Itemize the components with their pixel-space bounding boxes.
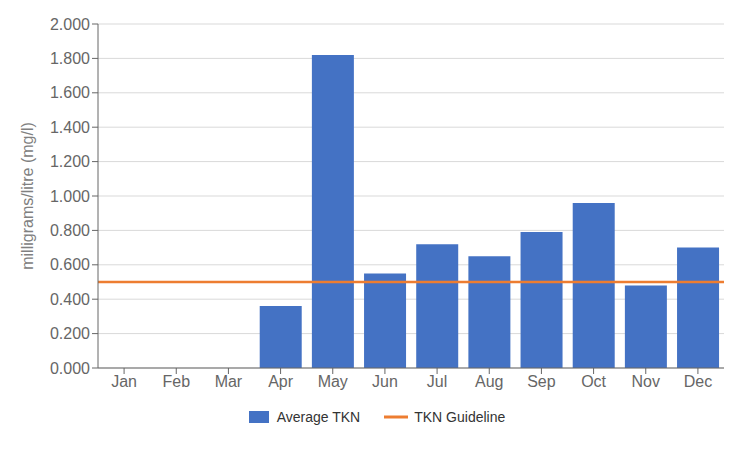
svg-text:Aug: Aug (475, 373, 503, 390)
svg-text:1.800: 1.800 (50, 50, 90, 67)
svg-text:Jul: Jul (427, 373, 447, 390)
svg-text:Dec: Dec (684, 373, 712, 390)
svg-text:Sep: Sep (527, 373, 556, 390)
svg-text:1.600: 1.600 (50, 84, 90, 101)
html-text:TKN Guideline: TKN Guideline (414, 409, 506, 425)
svg-text:Nov: Nov (632, 373, 660, 390)
svg-text:0.400: 0.400 (50, 291, 90, 308)
svg-text:Mar: Mar (215, 373, 243, 390)
svg-text:1.400: 1.400 (50, 119, 90, 136)
html-text:Average TKN: Average TKN (276, 409, 361, 425)
svg-text:Jun: Jun (372, 373, 398, 390)
svg-text:Apr: Apr (268, 373, 294, 390)
svg-text:0.600: 0.600 (50, 256, 90, 273)
svg-text:2.000: 2.000 (50, 16, 90, 33)
svg-text:0.200: 0.200 (50, 325, 90, 342)
svg-text:Feb: Feb (162, 373, 190, 390)
svg-text:milligrams/litre (mg/l): milligrams/litre (mg/l) (19, 122, 36, 270)
svg-text:0.000: 0.000 (50, 360, 90, 377)
svg-text:1.000: 1.000 (50, 188, 90, 205)
svg-text:Jan: Jan (111, 373, 137, 390)
svg-text:1.200: 1.200 (50, 153, 90, 170)
svg-text:May: May (318, 373, 348, 390)
svg-text:0.800: 0.800 (50, 222, 90, 239)
svg-text:Oct: Oct (581, 373, 606, 390)
